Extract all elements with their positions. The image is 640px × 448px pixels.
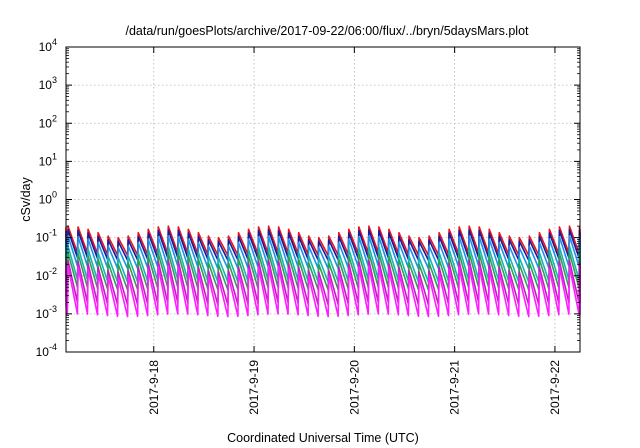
y-tick-label: 102	[39, 113, 57, 130]
y-tick-label: 10-4	[36, 342, 57, 359]
y-tick-exponent: -4	[49, 342, 57, 352]
y-tick-base: 10	[39, 40, 53, 54]
x-axis-label: Coordinated Universal Time (UTC)	[227, 431, 419, 445]
y-tick-base: 10	[36, 345, 50, 359]
y-tick-label: 104	[39, 37, 57, 54]
x-tick-label: 2017-9-19	[247, 360, 261, 415]
y-tick-base: 10	[36, 231, 50, 245]
y-tick-exponent: 0	[52, 190, 57, 200]
y-tick-exponent: -1	[49, 228, 57, 238]
x-tick-label: 2017-9-21	[448, 360, 462, 415]
y-tick-exponent: -2	[49, 266, 57, 276]
y-tick-label: 10-2	[36, 266, 57, 283]
y-tick-label: 10-1	[36, 228, 57, 245]
y-tick-base: 10	[36, 307, 50, 321]
chart-title: /data/run/goesPlots/archive/2017-09-22/0…	[125, 24, 529, 38]
y-tick-label: 100	[39, 190, 57, 207]
y-tick-label: 101	[39, 151, 57, 168]
x-tick-label: 2017-9-20	[347, 360, 361, 415]
x-tick-label: 2017-9-22	[548, 360, 562, 415]
series-group	[65, 225, 581, 318]
y-axis-label: cSv/day	[19, 177, 33, 222]
y-tick-exponent: -3	[49, 304, 57, 314]
x-tick-label: 2017-9-18	[147, 360, 161, 415]
y-tick-exponent: 2	[52, 113, 57, 123]
y-tick-base: 10	[39, 154, 53, 168]
y-tick-base: 10	[39, 193, 53, 207]
y-tick-base: 10	[39, 116, 53, 130]
y-tick-exponent: 3	[52, 75, 57, 85]
series-line-6	[65, 265, 581, 318]
y-tick-exponent: 1	[52, 151, 57, 161]
axis-ticks: 10-410-310-210-11001011021031042017-9-18…	[36, 37, 580, 415]
grid	[66, 47, 580, 352]
y-tick-label: 10-3	[36, 304, 57, 321]
y-tick-exponent: 4	[52, 37, 57, 47]
y-tick-label: 103	[39, 75, 57, 92]
y-tick-base: 10	[36, 269, 50, 283]
y-tick-base: 10	[39, 78, 53, 92]
